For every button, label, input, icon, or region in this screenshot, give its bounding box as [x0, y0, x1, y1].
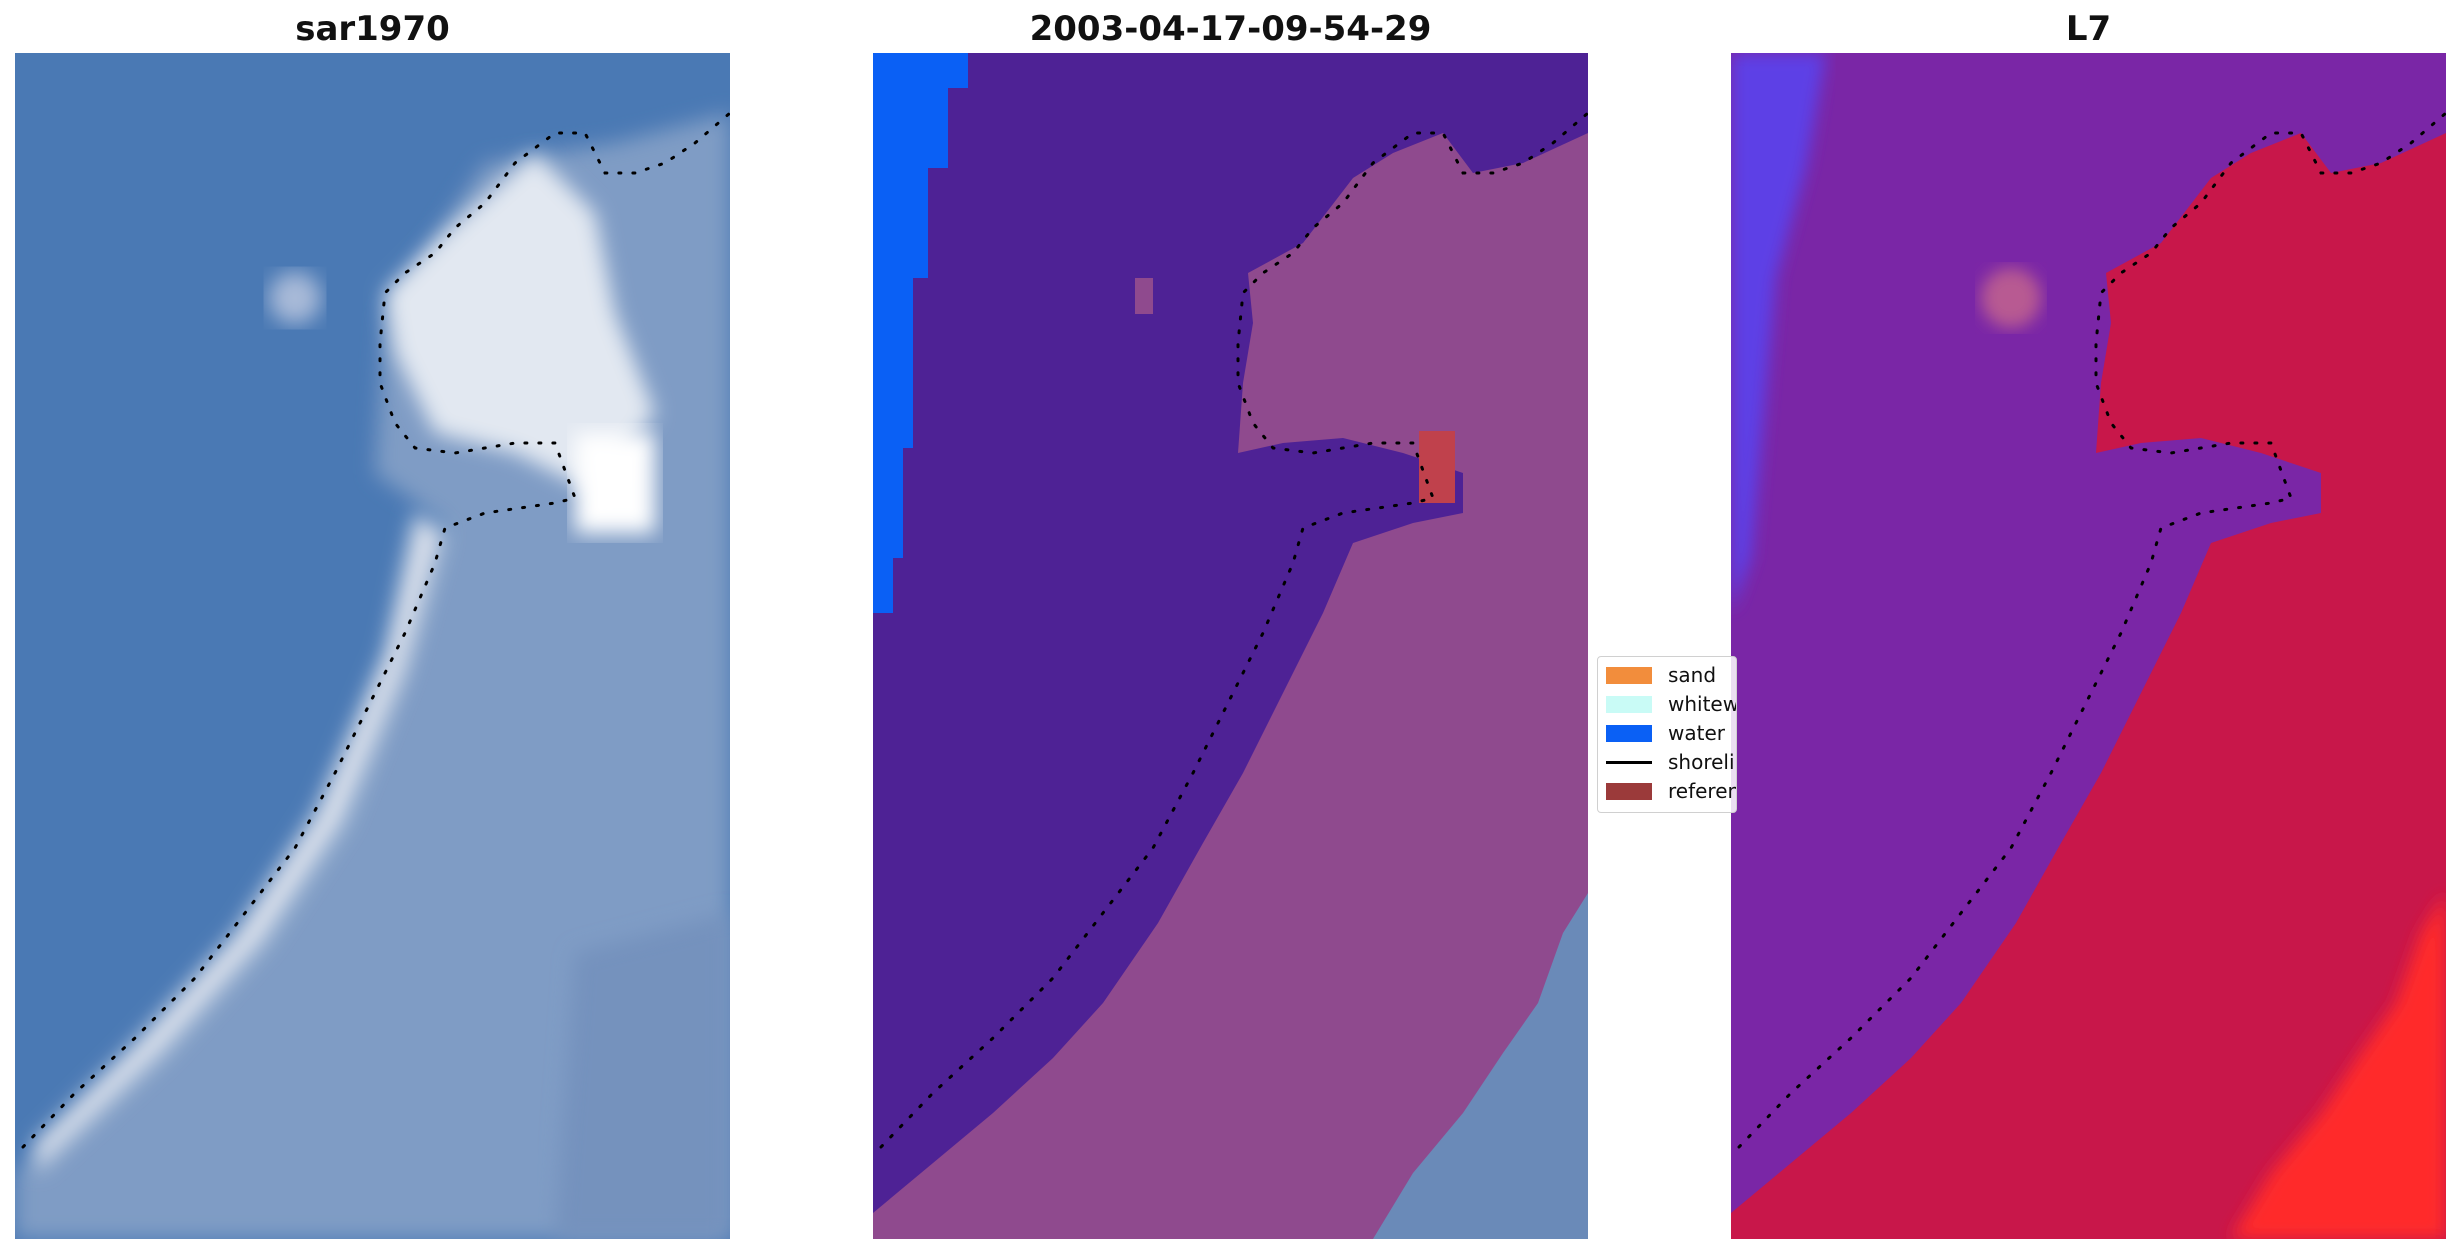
panel-title-2: 2003-04-17-09-54-29 [1029, 9, 1432, 49]
legend-item-sand: sand [1606, 661, 1716, 689]
panel-title-3: L7 [2065, 9, 2112, 49]
reference-region [1419, 431, 1455, 503]
shoreline-line-2 [879, 111, 1588, 1149]
land-fc-region [1731, 133, 2446, 1239]
legend-item-shoreline: shoreline [1606, 748, 1736, 776]
rgb-satellite-image [15, 53, 730, 1239]
panel-title-1: sar1970 [295, 9, 450, 49]
legend-label-reference: reference [1668, 779, 1736, 803]
legend-item-reference: reference [1606, 777, 1736, 805]
legend-label-water: water [1668, 721, 1725, 745]
sea-texture-region [1373, 893, 1588, 1239]
false-color-image [1731, 53, 2446, 1239]
shoreline-line [21, 111, 730, 1149]
image-panel-rgb [15, 53, 730, 1239]
legend-label-sand: sand [1668, 663, 1717, 687]
legend-line-shoreline [1606, 760, 1652, 764]
bright-spot [1981, 268, 2041, 328]
shoreline-line-3 [1737, 111, 2446, 1149]
bright-fc-region [2231, 893, 2446, 1239]
small-land-patch [1135, 278, 1153, 314]
land-region [873, 133, 1588, 1239]
water-region [873, 53, 968, 613]
classified-image [873, 53, 1588, 1239]
legend-swatch-sand [1606, 666, 1652, 684]
legend-item-water: water [1606, 719, 1725, 747]
water-tint [1731, 53, 1826, 613]
legend-label-shoreline: shoreline [1668, 750, 1736, 774]
image-panel-classified [873, 53, 1588, 1239]
legend-swatch-water [1606, 724, 1652, 742]
legend-swatch-whitewater [1606, 695, 1652, 713]
legend-swatch-reference [1606, 782, 1652, 800]
image-panel-false-color [1731, 53, 2446, 1239]
